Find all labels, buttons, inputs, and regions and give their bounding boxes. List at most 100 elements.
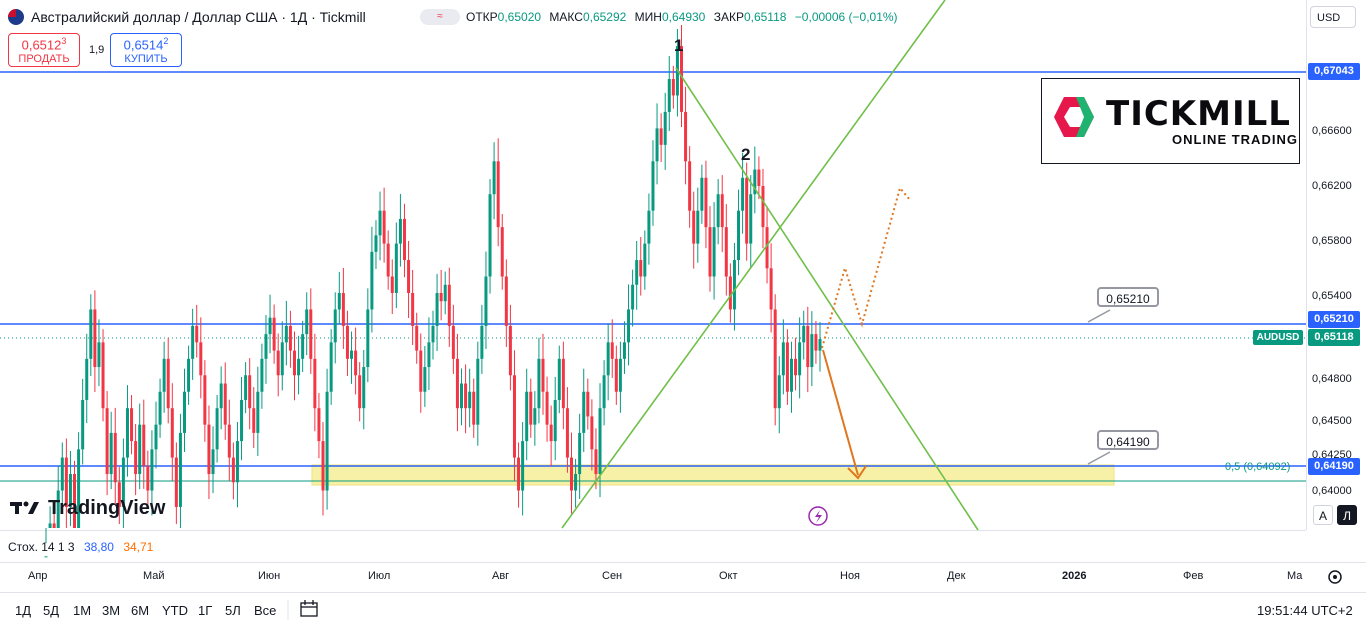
candle-body xyxy=(378,210,382,236)
candle-body xyxy=(692,210,696,244)
candle-body xyxy=(109,432,113,475)
clock-readout[interactable]: 19:51:44 UTC+2 xyxy=(1257,603,1353,618)
bullish-projection-arrow xyxy=(821,185,911,349)
candle-body xyxy=(525,391,529,442)
timeframe-button[interactable]: 1Г xyxy=(198,603,213,618)
month-label: 2026 xyxy=(1062,570,1087,582)
price-axis-label: 0,65400 xyxy=(1312,290,1352,302)
date-range-icon[interactable] xyxy=(300,600,318,617)
candle-body xyxy=(627,309,631,343)
callout-lower[interactable]: 0,64190 xyxy=(1097,430,1159,450)
sell-price-pip: 3 xyxy=(61,36,67,46)
candle-body xyxy=(582,391,586,433)
month-label: Июн xyxy=(258,570,281,582)
timeframe-button[interactable]: 5Д xyxy=(43,603,60,618)
buy-button[interactable]: 0,65142 КУПИТЬ xyxy=(110,33,182,67)
candle-body xyxy=(590,416,594,450)
candle-body xyxy=(655,128,659,162)
candle-body xyxy=(561,358,565,409)
price-tag-low-level: 0,64190 xyxy=(1308,458,1360,475)
sell-button[interactable]: 0,65123 ПРОДАТЬ xyxy=(8,33,80,67)
month-label: Дек xyxy=(947,570,966,582)
candle-body xyxy=(639,260,643,277)
currency-selector[interactable]: USD xyxy=(1310,6,1356,28)
auto-scale-button[interactable]: A xyxy=(1313,505,1333,525)
time-axis-border xyxy=(0,562,1366,563)
ohlc-readout: ОТКР0,65020 МАКС0,65292 МИН0,64930 ЗАКР0… xyxy=(466,10,898,24)
candle-body xyxy=(146,465,150,491)
candle-body xyxy=(97,342,101,368)
timeframe-button[interactable]: 3М xyxy=(102,603,121,618)
candle-body xyxy=(187,358,191,392)
month-label: Ма xyxy=(1287,570,1303,582)
timeframe-button[interactable]: 6М xyxy=(131,603,150,618)
candle-body xyxy=(565,408,569,458)
candle-body xyxy=(769,268,773,310)
candle-body xyxy=(570,457,574,491)
timeframe-button[interactable]: Все xyxy=(254,603,277,618)
timeframe-button[interactable]: YTD xyxy=(162,603,188,618)
candle-body xyxy=(354,350,358,376)
candle-body xyxy=(317,408,321,442)
candle-body xyxy=(341,292,345,326)
candle-body xyxy=(309,309,313,359)
candle-body xyxy=(142,424,146,466)
candle-body xyxy=(276,350,280,376)
candle-body xyxy=(789,358,793,392)
candle-body xyxy=(574,474,578,491)
candle-body xyxy=(85,358,89,400)
candle-body xyxy=(423,367,427,392)
event-flash-icon[interactable] xyxy=(808,506,828,526)
month-label: Окт xyxy=(719,570,738,582)
candle-body xyxy=(761,185,765,228)
high-label: МАКС xyxy=(549,10,583,24)
candle-body xyxy=(73,474,77,528)
stochastic-legend[interactable]: Стох. 14 1 3 38,80 34,71 xyxy=(8,540,153,554)
candle-body xyxy=(366,309,370,368)
spread-value: 1,9 xyxy=(89,44,105,56)
candle-body xyxy=(170,408,174,458)
candle-body xyxy=(663,111,667,145)
candle-body xyxy=(223,383,227,425)
candle-body xyxy=(44,556,48,558)
tickmill-wordmark: TICKMILL xyxy=(1106,94,1291,134)
price-axis-border xyxy=(1306,0,1307,530)
candle-body xyxy=(618,358,622,392)
month-label: Фев xyxy=(1183,570,1204,582)
candle-body xyxy=(553,399,557,442)
candle-body xyxy=(659,128,663,145)
timeframe-button[interactable]: 1М xyxy=(73,603,92,618)
candle-body xyxy=(333,309,337,343)
timeframe-button[interactable]: 1Д xyxy=(15,603,32,618)
candle-body xyxy=(407,260,411,293)
data-mode-pill[interactable]: ≈ xyxy=(420,9,460,25)
candle-body xyxy=(598,408,602,475)
candle-body xyxy=(130,408,134,442)
candle-body xyxy=(411,292,415,326)
candle-body xyxy=(183,391,187,433)
candle-body xyxy=(77,449,81,528)
price-tag-top-level: 0,67043 xyxy=(1308,63,1360,80)
candle-body xyxy=(468,391,472,409)
trendline-up xyxy=(561,0,946,529)
candle-body xyxy=(264,334,268,359)
candle-body xyxy=(586,391,590,417)
tickmill-mark-icon xyxy=(1054,97,1094,137)
timeframe-button[interactable]: 5Л xyxy=(225,603,241,618)
buy-price: 0,6514 xyxy=(123,37,164,53)
wave-label-1: 1 xyxy=(674,36,684,55)
candle-body xyxy=(219,383,223,409)
settings-gear-icon[interactable] xyxy=(1328,570,1342,584)
callout-upper[interactable]: 0,65210 xyxy=(1097,287,1159,307)
candle-body xyxy=(643,243,647,277)
candle-body xyxy=(647,210,651,244)
candle-body xyxy=(781,342,785,376)
candle-body xyxy=(549,424,553,442)
price-axis-label: 0,64500 xyxy=(1312,415,1352,427)
candle-body xyxy=(260,358,264,392)
candle-body xyxy=(753,169,757,195)
tickmill-logo: TICKMILL ONLINE TRADING xyxy=(1041,78,1300,164)
symbol-title[interactable]: Австралийский доллар / Доллар США · 1Д ·… xyxy=(31,9,366,25)
log-scale-button[interactable]: Л xyxy=(1337,505,1357,525)
